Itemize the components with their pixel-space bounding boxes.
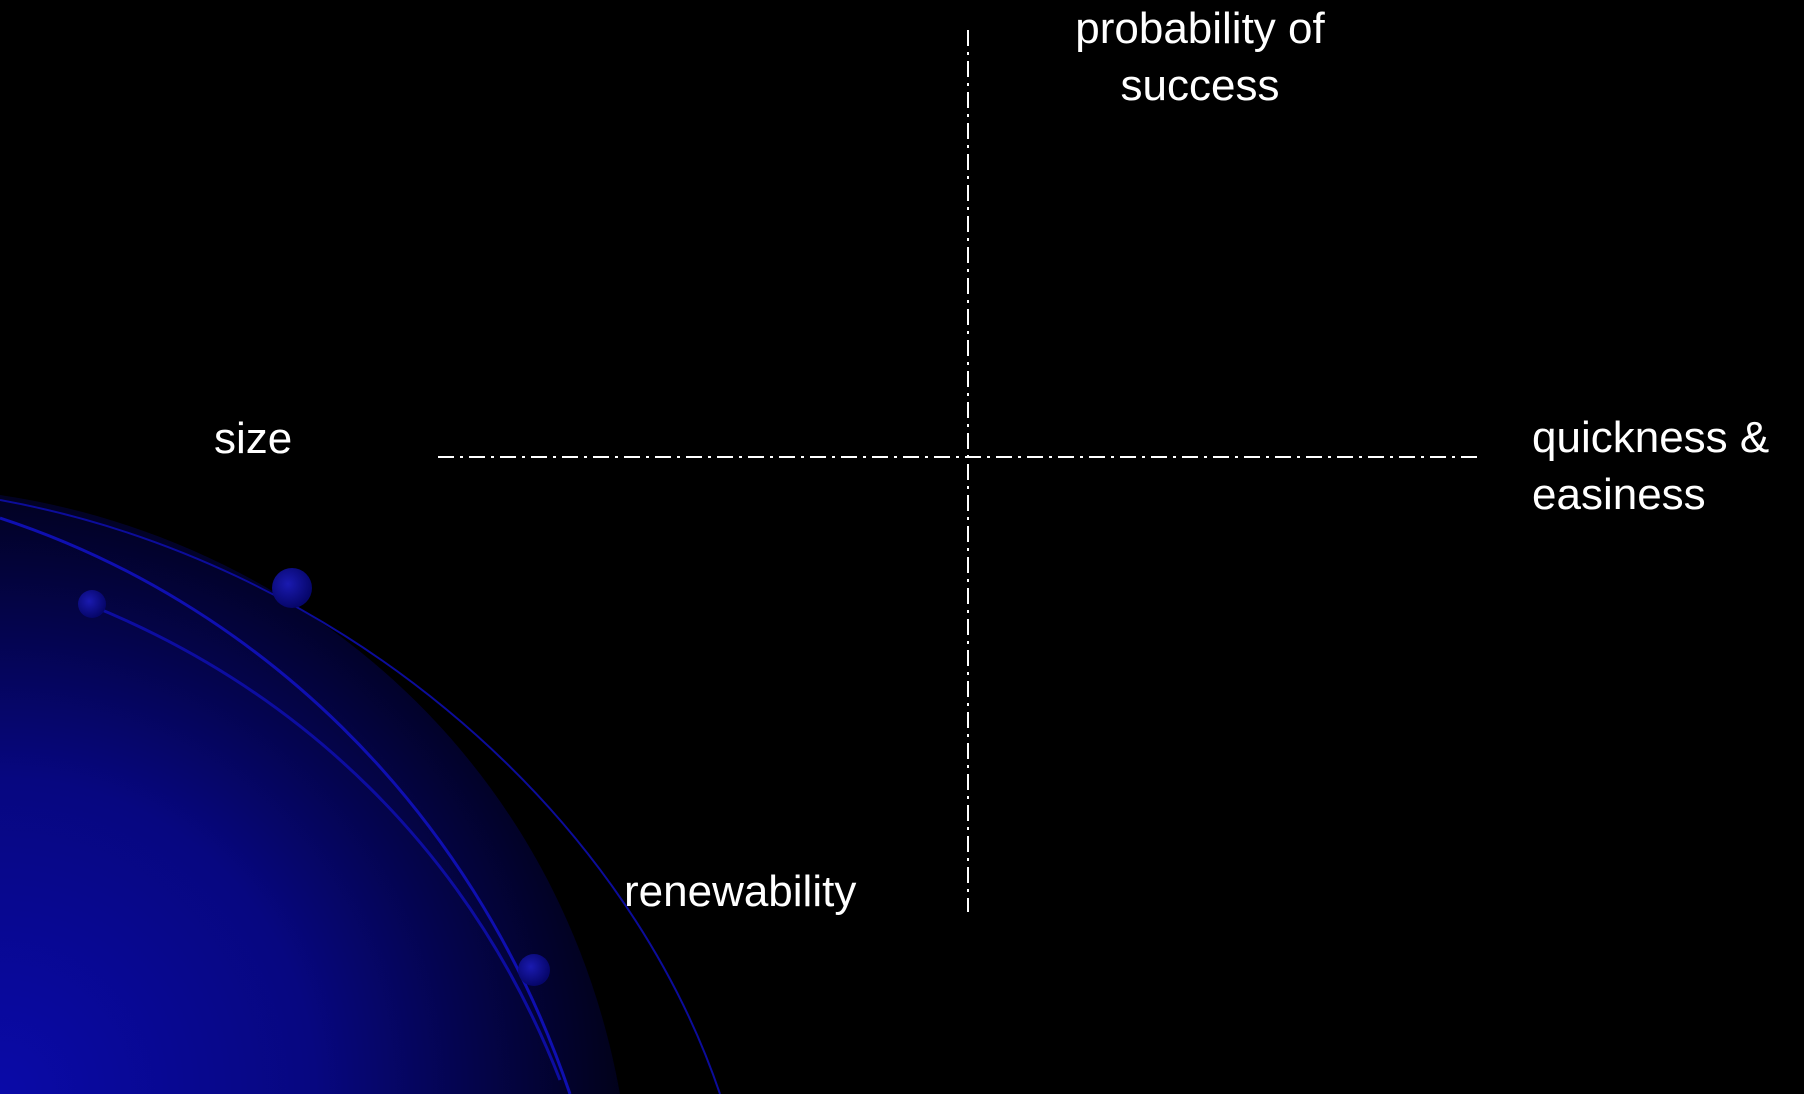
globe-shape bbox=[0, 495, 620, 1094]
orbit-dot-left bbox=[78, 590, 106, 618]
axis-label-top-line-1: probability of bbox=[1075, 4, 1325, 53]
orbit-arc-outer bbox=[0, 499, 721, 1094]
orbit-arc-inner bbox=[89, 603, 562, 1081]
axis-label-left-line-1: size bbox=[214, 414, 293, 463]
axis-label-top: probability of success bbox=[1035, 0, 1365, 114]
axis-label-bottom: renewability bbox=[624, 863, 856, 920]
axis-label-right-line-2: easiness bbox=[1532, 470, 1706, 519]
axis-label-left: size bbox=[214, 410, 292, 467]
axis-label-top-line-2: success bbox=[1120, 61, 1280, 110]
orbit-dot-bottom bbox=[518, 954, 550, 986]
axis-label-right: quickness & easiness bbox=[1532, 409, 1769, 523]
axis-label-right-line-1: quickness & bbox=[1532, 413, 1770, 462]
axis-label-bottom-line-1: renewability bbox=[624, 867, 857, 916]
orbit-dot-large bbox=[272, 568, 312, 608]
